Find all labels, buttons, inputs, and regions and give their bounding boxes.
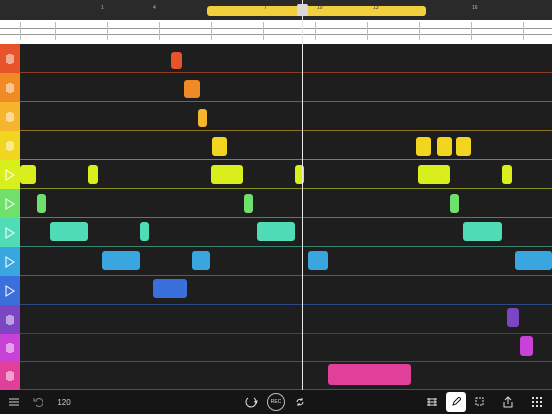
track-row-4 [0,131,552,160]
track-row-1 [0,44,552,73]
track-row-2 [0,73,552,102]
synth-icon [5,168,15,181]
note-clip[interactable] [308,251,328,270]
playhead-line[interactable] [302,0,303,390]
pencil-icon [452,397,461,406]
note-clip[interactable] [140,222,149,241]
select-tool-button[interactable] [472,390,488,414]
note-clip[interactable] [198,109,207,127]
selection-icon [475,397,484,406]
track-pad-9[interactable] [0,276,20,305]
track-row-9 [0,276,552,305]
drum-icon [6,343,14,353]
undo-button[interactable] [30,390,46,414]
track-pad-5[interactable] [0,160,20,189]
track-pad-7[interactable] [0,218,20,247]
note-clip[interactable] [463,222,502,241]
track-pad-6[interactable] [0,189,20,218]
note-clip[interactable] [328,364,411,385]
track-pad-11[interactable] [0,334,20,362]
note-clip[interactable] [50,222,88,241]
grid-icon [532,397,542,407]
synth-icon [5,255,15,268]
note-clip[interactable] [20,165,36,184]
track-row-5 [0,160,552,189]
quantize-icon [427,398,437,406]
track-grid[interactable] [0,44,552,390]
track-row-10 [0,305,552,334]
drum-icon [6,53,14,64]
note-clip[interactable] [456,137,471,156]
drum-icon [6,314,14,325]
rewind-loop-icon [245,397,258,408]
note-clip[interactable] [520,336,533,356]
synth-icon [5,226,15,239]
track-pad-10[interactable] [0,305,20,334]
track-pad-8[interactable] [0,247,20,276]
track-row-8 [0,247,552,276]
bar-number: 13 [373,5,379,11]
synth-icon [5,284,15,297]
bottom-toolbar: 120 REC [0,390,552,414]
track-row-12 [0,362,552,390]
timeline-ruler[interactable]: 1 4 7 10 13 16 [0,0,552,20]
quantize-button[interactable] [423,390,441,414]
track-pad-2[interactable] [0,73,20,102]
note-clip[interactable] [212,137,227,156]
note-clip[interactable] [507,308,519,327]
bar-number: 4 [153,5,156,11]
cycle-button[interactable] [292,390,308,414]
grid-view-button[interactable] [528,390,546,414]
note-clip[interactable] [153,279,187,298]
bar-number: 1 [101,5,104,11]
note-clip[interactable] [184,80,200,98]
undo-icon [33,398,43,407]
synth-icon [5,197,15,210]
note-clip[interactable] [88,165,98,184]
note-clip[interactable] [450,194,459,213]
menu-button[interactable] [6,390,22,414]
record-button[interactable]: REC [266,390,286,414]
cycle-icon [296,398,304,406]
track-pad-12[interactable] [0,362,20,390]
bar-number: 10 [317,5,323,11]
note-clip[interactable] [257,222,295,241]
note-clip[interactable] [37,194,46,213]
note-clip[interactable] [102,251,140,270]
note-clip[interactable] [502,165,512,184]
drum-icon [6,371,14,381]
bar-number: 16 [472,5,478,11]
note-clip[interactable] [211,165,243,184]
bar-number: 7 [264,5,267,11]
menu-icon [9,398,19,406]
note-clip[interactable] [437,137,452,156]
drum-icon [6,82,14,93]
note-clip[interactable] [295,165,304,184]
note-clip[interactable] [171,52,182,69]
note-clip[interactable] [418,165,450,184]
drum-icon [6,140,14,151]
loop-button[interactable] [242,390,260,414]
score-strip [0,20,552,44]
track-pad-3[interactable] [0,102,20,131]
share-icon [503,396,513,408]
pencil-tool-button[interactable] [446,392,466,412]
share-button[interactable] [500,390,516,414]
rec-label: REC [267,393,285,411]
loop-region[interactable]: 7 10 13 [207,5,426,16]
note-clip[interactable] [244,194,253,213]
track-pad-1[interactable] [0,44,20,73]
note-clip[interactable] [515,251,552,270]
track-row-6 [0,189,552,218]
track-row-3 [0,102,552,131]
track-pad-4[interactable] [0,131,20,160]
drum-icon [6,111,14,122]
playhead-handle[interactable] [297,4,308,16]
tempo-display[interactable]: 120 [57,397,71,407]
track-row-7 [0,218,552,247]
note-clip[interactable] [192,251,210,270]
track-row-11 [0,334,552,362]
note-clip[interactable] [416,137,431,156]
